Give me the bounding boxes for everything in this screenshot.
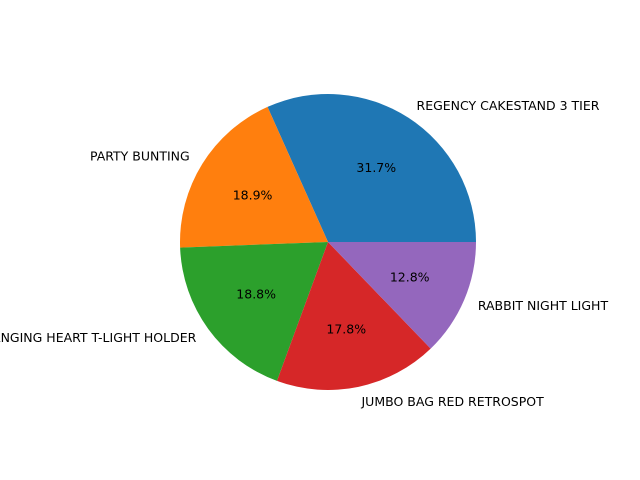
percentage-label-jumbo-bag-red-retrospot: 17.8% — [326, 321, 366, 336]
pie-slice-regency-cakestand-3-tier — [267, 93, 476, 243]
pie-slice-party-bunting — [180, 106, 328, 248]
percentage-labels: 31.7% 18.9% 18.8% 17.8% 12.8% — [233, 160, 430, 336]
category-label-jumbo-bag-red-retrospot: JUMBO BAG RED RETROSPOT — [361, 394, 545, 409]
percentage-label-regency-cakestand-3-tier: 31.7% — [356, 160, 396, 175]
category-label-white-hanging-heart-t-light-holder: WHITE HANGING HEART T-LIGHT HOLDER — [0, 330, 197, 345]
pie-slice-white-hanging-heart-t-light-holder — [180, 242, 328, 381]
pie-slice-rabbit-night-light — [328, 242, 476, 349]
percentage-label-white-hanging-heart-t-light-holder: 18.8% — [236, 287, 276, 302]
percentage-label-rabbit-night-light: 12.8% — [390, 269, 430, 284]
pie-slices — [180, 93, 476, 390]
category-label-rabbit-night-light: RABBIT NIGHT LIGHT — [478, 298, 609, 313]
pie-slice-jumbo-bag-red-retrospot — [276, 242, 431, 390]
percentage-label-party-bunting: 18.9% — [233, 188, 273, 203]
category-label-party-bunting: PARTY BUNTING — [90, 149, 190, 164]
category-label-regency-cakestand-3-tier: REGENCY CAKESTAND 3 TIER — [417, 98, 600, 113]
category-labels: REGENCY CAKESTAND 3 TIER PARTY BUNTING WHI… — [0, 98, 608, 409]
